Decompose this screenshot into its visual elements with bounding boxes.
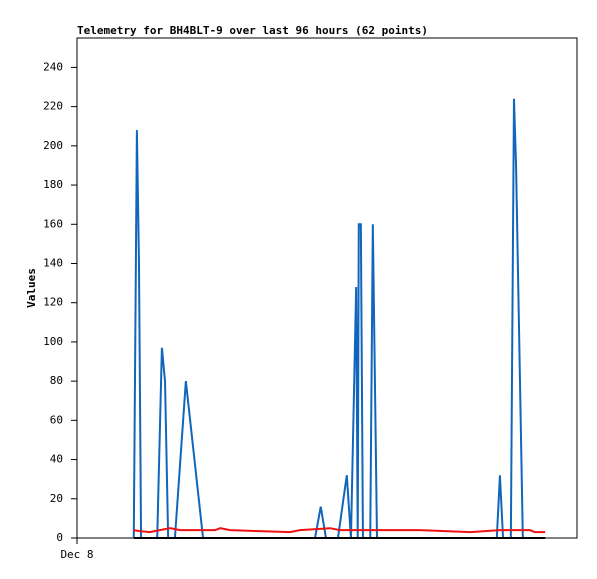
y-tick-label: 100 [43, 335, 63, 348]
y-tick-label: 20 [50, 492, 63, 505]
y-tick-label: 160 [43, 217, 63, 230]
y-tick-label: 200 [43, 139, 63, 152]
y-axis-label: Values [25, 268, 38, 308]
y-tick-label: 240 [43, 60, 63, 73]
y-tick-label: 0 [56, 531, 63, 544]
y-tick-label: 80 [50, 374, 63, 387]
chart-title: Telemetry for BH4BLT-9 over last 96 hour… [77, 24, 428, 37]
x-tick-label: Dec 8 [60, 548, 93, 561]
y-tick-label: 180 [43, 178, 63, 191]
data-line [133, 527, 546, 534]
data-line [132, 98, 524, 539]
y-tick-label: 220 [43, 100, 63, 113]
y-tick-label: 140 [43, 256, 63, 269]
y-tick-label: 60 [50, 413, 63, 426]
y-tick-label: 120 [43, 296, 63, 309]
y-tick-label: 40 [50, 453, 63, 466]
